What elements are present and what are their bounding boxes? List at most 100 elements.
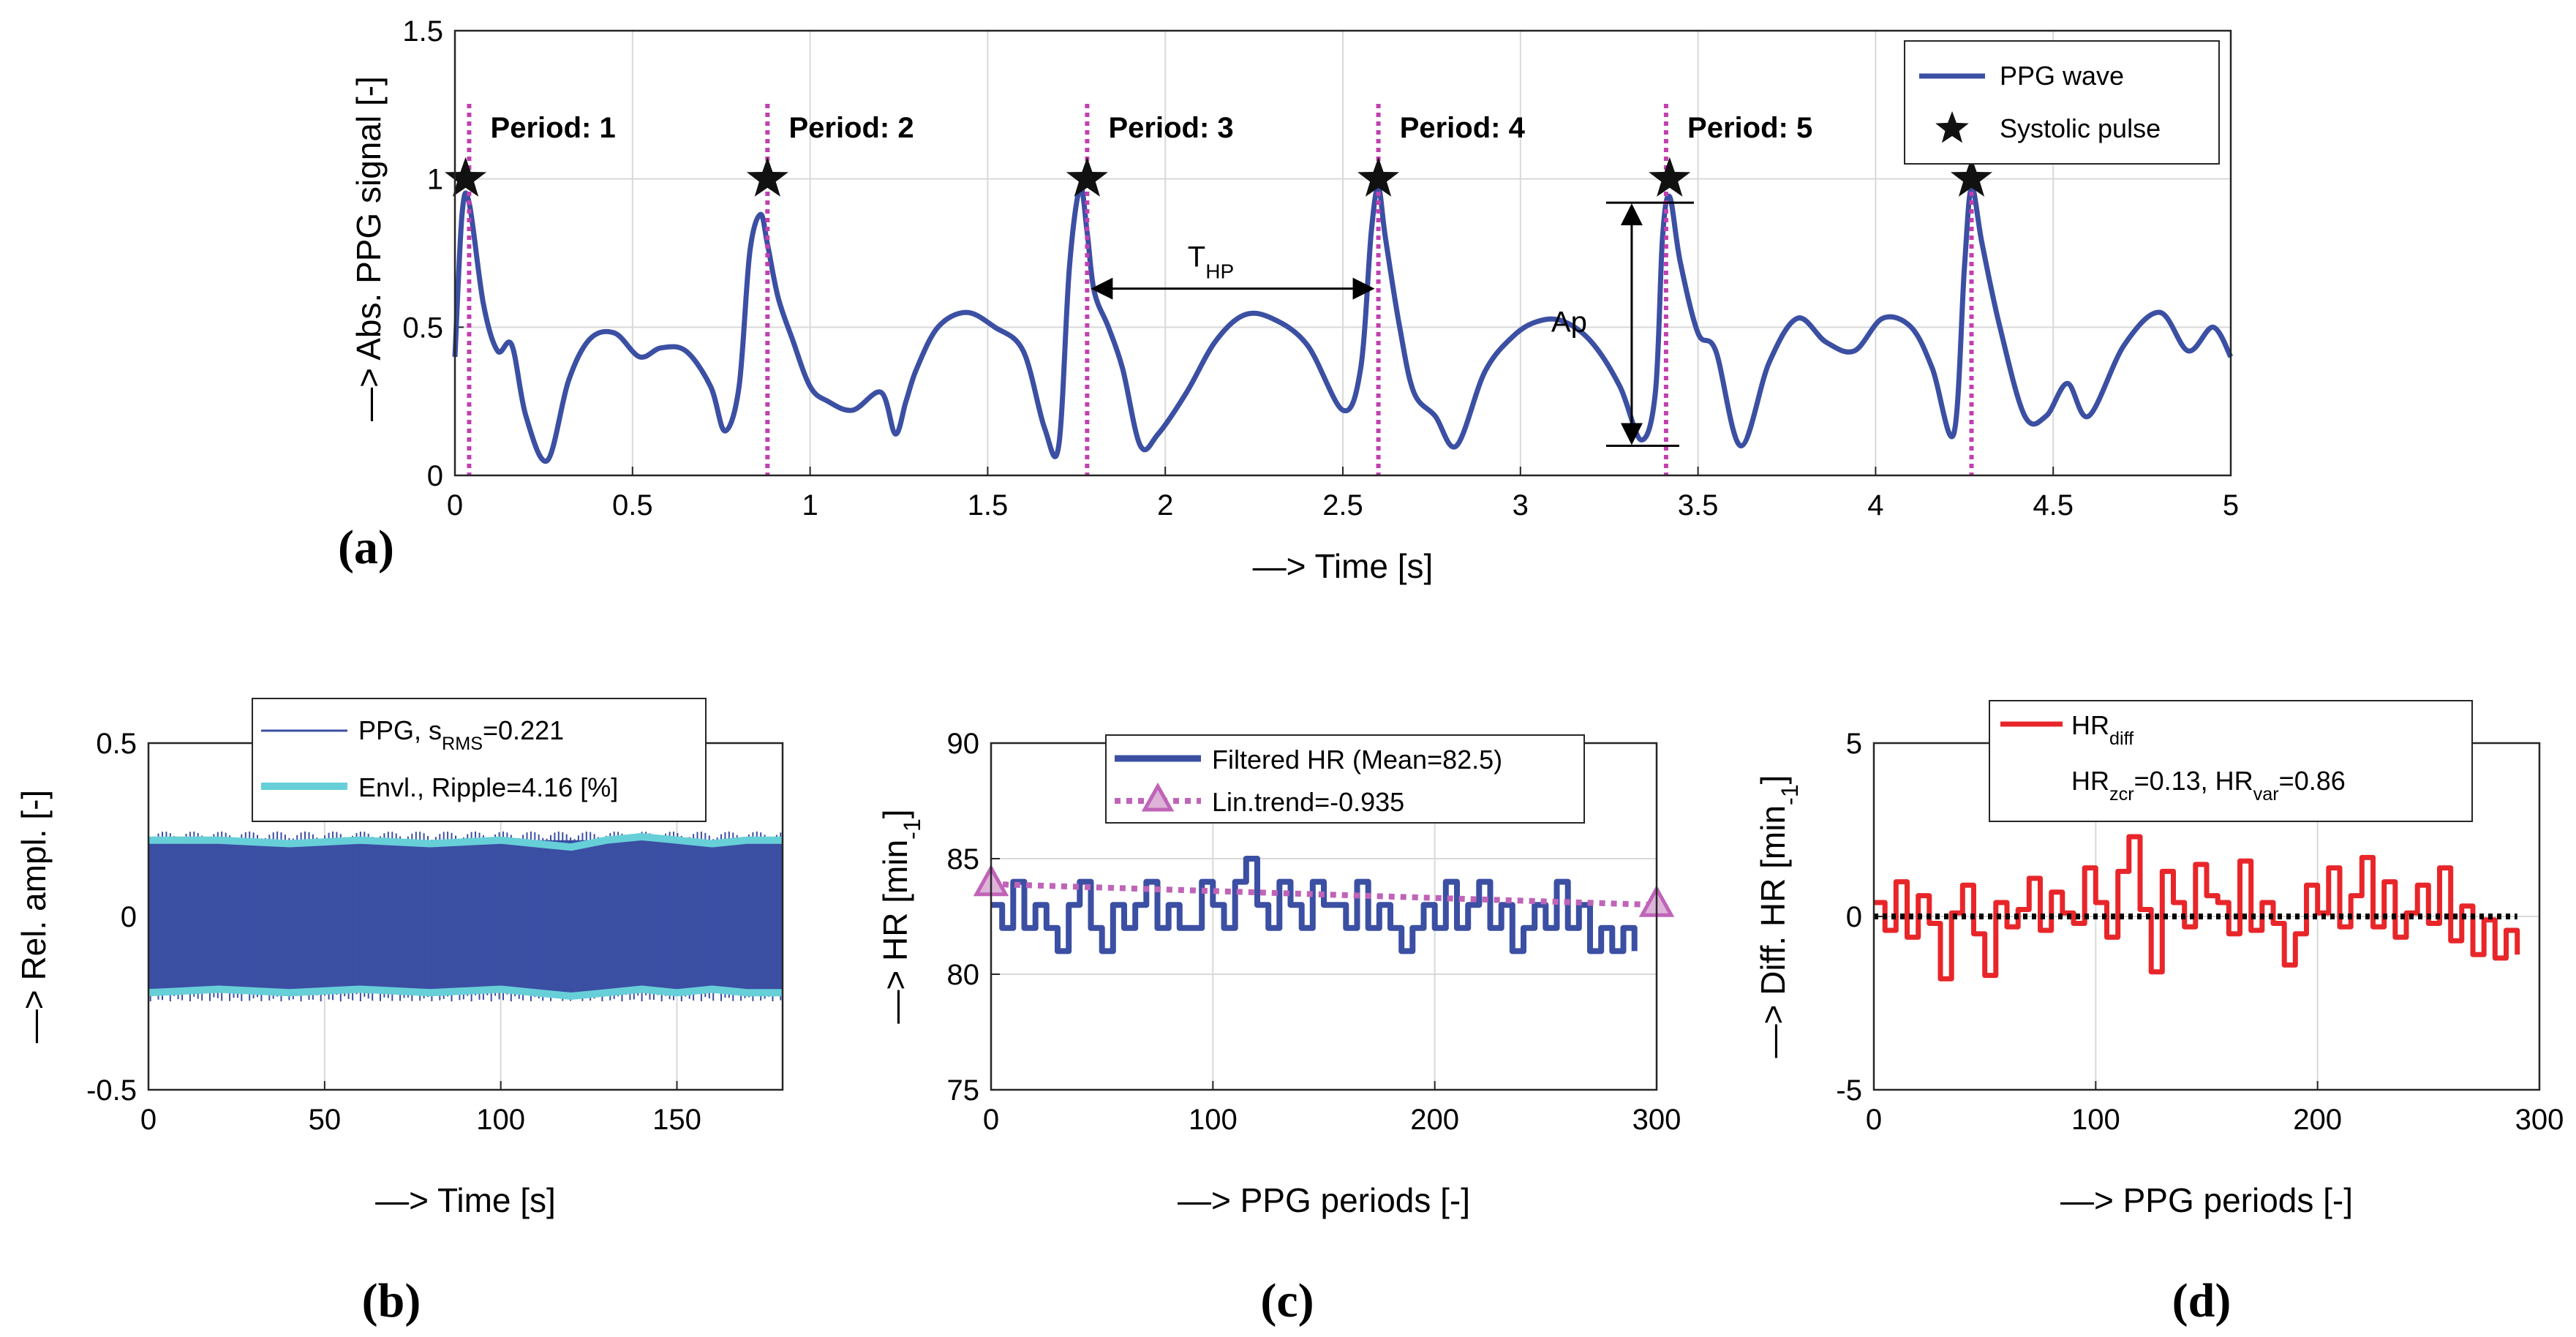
a-legend-box xyxy=(1904,40,2220,165)
d-ylabel: —> Diff. HR [min-1] xyxy=(1754,775,1803,1058)
c-legend-label-hr: Filtered HR (Mean=82.5) xyxy=(1212,745,1502,775)
c-panel-label: (c) xyxy=(1260,1274,1314,1327)
a-xlabel: —> Time [s] xyxy=(1253,547,1434,585)
a-systolic-star-1 xyxy=(746,157,788,197)
b-xtick-label-0: 0 xyxy=(140,1104,157,1136)
c-series-lin-trend xyxy=(990,881,1657,908)
a-period-label-1: Period: 2 xyxy=(788,112,914,144)
a-thp-label-part-1: HP xyxy=(1205,260,1234,282)
c-legend-marker-trend xyxy=(1141,782,1175,812)
b-ytick-label-1: 0 xyxy=(121,901,137,933)
d-legend-label-hrdiff-part-1: diff xyxy=(2109,728,2134,749)
d-legend-box xyxy=(1989,700,2473,822)
d-series-hr-diff xyxy=(1874,834,2520,982)
d-xtick-label-2: 200 xyxy=(2293,1104,2342,1136)
d-ytick-label-0: -5 xyxy=(1836,1074,1862,1107)
a-xtick-label-7: 3.5 xyxy=(1678,489,1719,521)
a-period-label-3: Period: 4 xyxy=(1400,112,1526,144)
d-xtick-label-1: 100 xyxy=(2071,1104,2120,1136)
d-legend-label-stats-part-4: =0.86 xyxy=(2279,766,2346,796)
chart-a: 0 0.5 1 1.5 2 2.5 3 3.5 4 4.5 5 0 0.5 1 1.5 Period: 1 Pe… xyxy=(338,15,2239,585)
a-ytick-label-2: 1 xyxy=(427,164,443,196)
c-ylabel-part-2: ] xyxy=(876,809,914,818)
a-thp-label: THP xyxy=(1188,241,1234,283)
a-ap-label: Ap xyxy=(1551,306,1587,338)
a-axes-frame xyxy=(453,29,2232,477)
a-panel-label: (a) xyxy=(338,521,394,574)
a-ylabel-part-0: —> Abs. PPG signal [-] xyxy=(350,76,388,421)
d-xlabel: —> PPG periods [-] xyxy=(2060,1181,2353,1219)
a-xtick-label-9: 4.5 xyxy=(2033,489,2074,521)
d-legend-label-stats-part-0: HR xyxy=(2071,766,2109,796)
c-ylabel-part-0: —> HR [min xyxy=(876,840,914,1024)
a-period-label-4: Period: 5 xyxy=(1687,112,1812,144)
d-legend-label-stats-part-1: zcr xyxy=(2109,784,2134,805)
d-xtick-label-3: 300 xyxy=(2515,1104,2564,1136)
d-ylabel-part-2: ] xyxy=(1754,775,1792,785)
d-legend-label-stats-part-3: var xyxy=(2253,784,2279,805)
a-legend-star xyxy=(1935,111,1969,143)
a-legend-label-star: Systolic pulse xyxy=(2000,113,2161,143)
a-period-label-2: Period: 3 xyxy=(1109,112,1234,144)
a-ylabel: —> Abs. PPG signal [-] xyxy=(350,76,388,421)
c-ylabel-part-1: -1 xyxy=(899,818,925,840)
b-legend-label-ppg: PPG, sRMS=0.221 xyxy=(358,715,564,754)
c-ylabel: —> HR [min-1] xyxy=(876,809,925,1023)
d-ylabel-part-1: -1 xyxy=(1777,784,1803,805)
b-xtick-label-1: 50 xyxy=(309,1104,342,1136)
a-xtick-label-0: 0 xyxy=(447,489,463,521)
c-xtick-label-0: 0 xyxy=(983,1104,999,1136)
a-systolic-star-3 xyxy=(1357,157,1400,197)
d-xtick-label-0: 0 xyxy=(1866,1104,1882,1136)
c-ytick-label-2: 85 xyxy=(947,843,980,875)
b-legend-label-ppg-part-2: =0.221 xyxy=(483,715,564,745)
b-legend-label-ppg-part-0: PPG, s xyxy=(358,715,442,745)
c-series-filtered-hr xyxy=(991,856,1638,954)
b-ytick-label-2: 0.5 xyxy=(96,728,137,760)
d-legend-label-stats-part-2: =0.13, HR xyxy=(2134,766,2253,796)
d-ytick-label-2: 5 xyxy=(1846,728,1862,760)
c-ytick-label-3: 90 xyxy=(947,728,980,760)
b-panel-label: (b) xyxy=(362,1274,421,1327)
d-legend-label-hrdiff-part-0: HR xyxy=(2071,710,2109,740)
a-systolic-star-0 xyxy=(445,157,487,197)
a-xtick-label-10: 5 xyxy=(2223,489,2239,521)
d-legend-label-stats: HRzcr=0.13, HRvar=0.86 xyxy=(2071,766,2346,805)
a-systolic-star-2 xyxy=(1066,157,1108,197)
c-legend-label-trend: Lin.trend=-0.935 xyxy=(1212,787,1404,817)
b-xlabel: —> Time [s] xyxy=(375,1181,556,1219)
b-series-ppg-band xyxy=(148,840,783,993)
a-xtick-label-5: 2.5 xyxy=(1322,489,1363,521)
a-series-ppg-wave xyxy=(452,184,2234,464)
c-ytick-label-1: 80 xyxy=(947,959,980,991)
b-series-ppg-spikes xyxy=(149,831,782,1002)
b-legend-box xyxy=(252,698,707,822)
chart-c: 0 100 200 300 75 80 85 90 Filtered HR (Mean=82.5… xyxy=(876,728,1681,1327)
c-legend-box xyxy=(1105,734,1585,824)
d-panel-label: (d) xyxy=(2172,1274,2232,1327)
a-xtick-label-1: 0.5 xyxy=(612,489,653,521)
d-ylabel-part-0: —> Diff. HR [min xyxy=(1754,805,1792,1058)
a-systolic-star-5 xyxy=(1951,157,1992,197)
a-xtick-label-3: 1.5 xyxy=(968,489,1009,521)
a-xtick-label-4: 2 xyxy=(1157,489,1173,521)
c-xtick-label-2: 200 xyxy=(1410,1104,1459,1136)
a-systolic-star-4 xyxy=(1649,157,1691,197)
a-xtick-label-2: 1 xyxy=(802,489,818,521)
b-legend-label-ppg-part-1: RMS xyxy=(442,734,483,754)
a-xtick-label-8: 4 xyxy=(1867,489,1883,521)
b-ylabel: —> Rel. ampl. [-] xyxy=(15,790,53,1043)
a-thp-label-part-0: T xyxy=(1188,241,1205,274)
d-legend-label-hrdiff: HRdiff xyxy=(2071,710,2134,749)
b-xtick-label-2: 100 xyxy=(476,1104,525,1136)
d-ytick-label-1: 0 xyxy=(1846,901,1862,933)
b-legend-label-envl: Envl., Ripple=4.16 [%] xyxy=(358,772,618,802)
c-xtick-label-1: 100 xyxy=(1189,1104,1238,1136)
b-series-envelope-lower xyxy=(148,985,783,1000)
a-period-label-0: Period: 1 xyxy=(491,112,616,144)
b-series-envelope-upper xyxy=(148,833,783,851)
c-ytick-label-0: 75 xyxy=(947,1074,980,1107)
